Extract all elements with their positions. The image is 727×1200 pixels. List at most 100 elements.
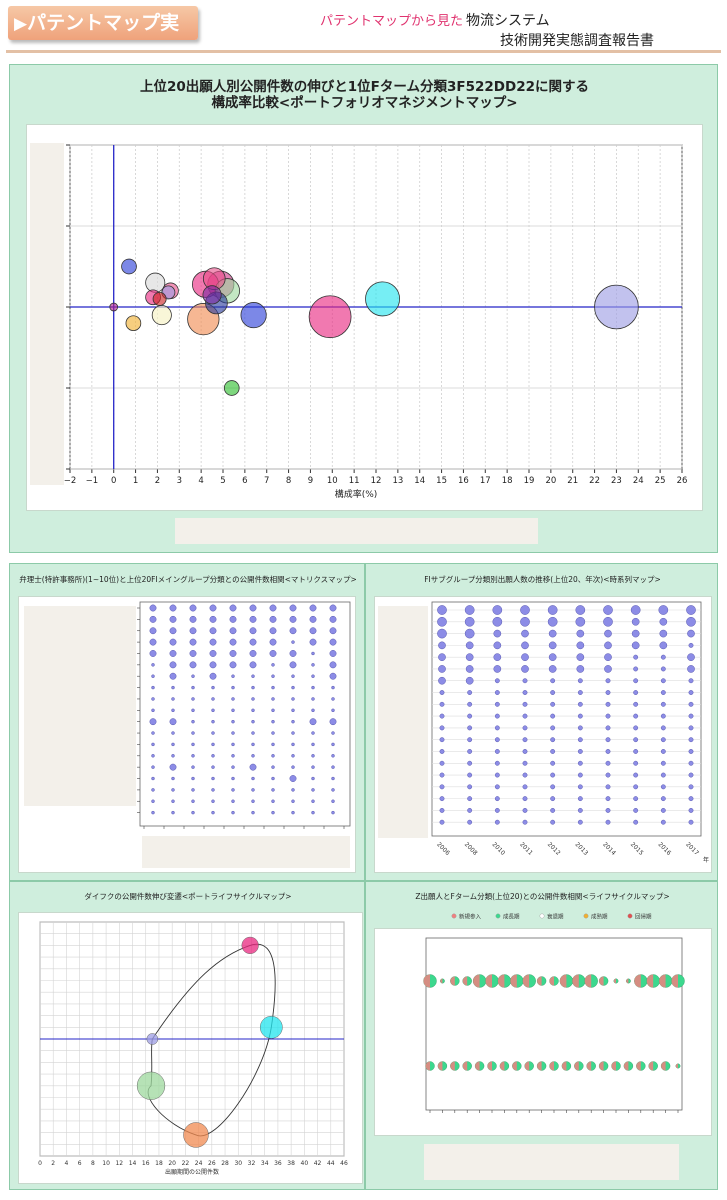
data-bubble [125,315,142,332]
timeseries-bubble [439,819,445,825]
matrix-bubble [291,697,295,701]
timeseries-bubble [520,616,530,627]
timeseries-bubble [688,760,694,766]
timeseries-bubble [438,641,446,650]
timeseries-bubble [550,749,556,754]
matrix-bubble [169,672,177,680]
x-tick-label: −1 [86,476,99,486]
correlation-bubble-segment [584,974,592,988]
timeseries-bubble [521,665,529,673]
timeseries-bubble [548,653,557,662]
timeseries-bubble [576,641,585,650]
matrix-bubble [191,799,195,804]
timeseries-bubble [577,784,583,790]
matrix-bubble [331,776,335,781]
matrix-bubble [291,765,295,769]
matrix-bubble [169,627,177,635]
matrix-bubble [291,674,295,678]
lifecycle-map-panel: ダイフクの公開件数伸び変遷<ポートライフサイクルマップ> 0 2 4 6 8 10 12 14… [9,881,365,1190]
timeseries-bubble [439,713,445,719]
timeseries-bubble [633,701,639,707]
x-tick-label: 11 [349,476,360,486]
matrix-bubble [151,742,155,747]
matrix-bubble [209,615,217,623]
matrix-bubble [289,615,297,623]
timeseries-bubble [493,653,502,662]
timeseries-bubble [660,725,666,731]
timeseries-bubble [688,807,694,813]
timeseries-bubble [467,737,473,743]
correlation-bubble-segment [648,1061,654,1071]
matrix-bubble [271,663,275,667]
matrix-bubble [271,674,275,678]
timeseries-bubble [633,713,639,719]
data-bubble [365,281,401,317]
matrix-bubble [311,810,315,815]
x-tick-label: 21 [567,476,578,486]
lifecycle-x-axis-label: 出願期間の公開件数 [165,1168,219,1176]
matrix-bubble [291,799,295,804]
data-bubble [202,285,222,305]
timeseries-bubble [439,690,445,695]
correlation-bubble-segment [537,976,542,986]
timeseries-map-row-labels [378,606,428,838]
matrix-bubble [231,719,235,724]
main-chart-note [175,518,538,544]
timeseries-bubble [575,616,586,627]
matrix-bubble [291,742,295,747]
correlation-bubble-segment [440,978,443,984]
matrix-bubble [171,754,175,758]
matrix-bubble [231,731,235,735]
timeseries-bubble [633,807,639,813]
lifecycle-tick-label: 0 [38,1160,42,1167]
timeseries-bubble [439,772,445,778]
matrix-bubble [311,799,315,804]
timeseries-bubble [494,772,500,778]
timeseries-bubble [550,678,556,684]
timeseries-bubble [522,772,528,778]
matrix-bubble [329,672,337,680]
matrix-bubble [171,742,175,747]
x-tick-label: 5 [220,476,225,486]
timeseries-bubble [688,784,694,790]
timeseries-bubble [659,641,668,650]
matrix-bubble [251,685,255,690]
correlation-bubble-segment [475,1061,480,1071]
correlation-bubble-segment [450,976,455,986]
timeseries-bubble [547,616,558,627]
matrix-bubble [331,708,335,713]
matrix-bubble [211,719,215,724]
lifecycle-tick-label: 4 [65,1160,69,1167]
timeseries-bubble [660,772,666,778]
timeseries-bubble [439,749,445,754]
timeseries-bubble [465,653,474,662]
x-tick-label: 26 [677,476,688,486]
matrix-bubble [309,604,317,612]
timeseries-bubble [522,713,528,719]
timeseries-bubble [550,690,556,695]
lifecycle-bubble [259,1015,283,1039]
matrix-bubble [249,627,257,635]
lifecycle-tick-label: 38 [287,1160,295,1167]
data-bubble [240,302,267,329]
timeseries-bubble [522,690,528,695]
matrix-bubble [209,650,217,657]
lifecycle-bubble [241,936,259,954]
timeseries-bubble [660,807,666,813]
timeseries-bubble [439,807,445,813]
timeseries-bubble [576,629,585,638]
matrix-bubble [311,765,315,769]
correlation-bubble-segment [599,976,604,986]
matrix-bubble [271,697,275,701]
lifecycle-trajectory [147,943,276,1137]
matrix-bubble [211,765,215,769]
matrix-bubble [189,650,197,657]
timeseries-bubble [577,678,583,684]
matrix-bubble [169,718,177,726]
matrix-bubble [291,719,295,724]
matrix-bubble [331,799,335,804]
correlation-bubble-segment [574,1061,579,1071]
matrix-bubble [191,697,195,701]
timeseries-bubble [492,605,503,615]
correlation-bubble-segment [611,1061,616,1071]
